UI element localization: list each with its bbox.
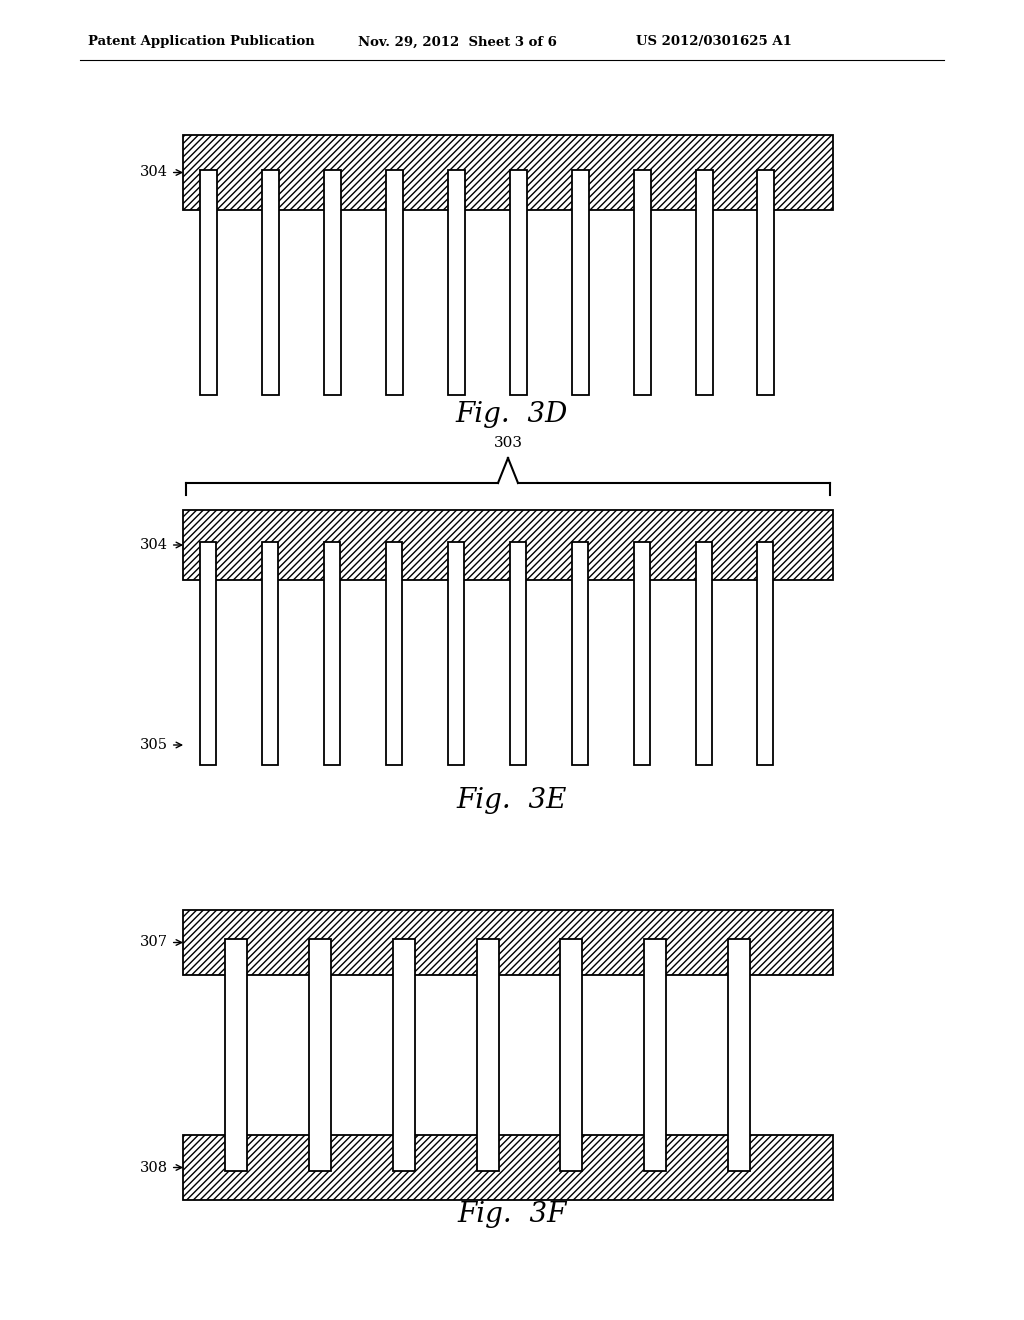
Bar bbox=[183, 510, 833, 579]
Bar bbox=[758, 170, 774, 395]
Bar bbox=[392, 940, 415, 1171]
Bar bbox=[183, 135, 833, 210]
Text: 303: 303 bbox=[494, 436, 522, 450]
Bar bbox=[634, 543, 649, 766]
Text: Fig.  3D: Fig. 3D bbox=[456, 401, 568, 429]
Text: Fig.  3E: Fig. 3E bbox=[457, 787, 567, 813]
Text: 304: 304 bbox=[140, 539, 181, 552]
Text: Patent Application Publication: Patent Application Publication bbox=[88, 36, 314, 49]
Bar bbox=[571, 543, 588, 766]
Bar bbox=[571, 170, 589, 395]
Bar bbox=[695, 543, 712, 766]
Bar bbox=[201, 170, 217, 395]
Bar bbox=[325, 543, 340, 766]
Bar bbox=[695, 170, 713, 395]
Text: Fig.  3F: Fig. 3F bbox=[458, 1201, 566, 1229]
Bar bbox=[560, 940, 583, 1171]
Text: 304: 304 bbox=[140, 165, 181, 180]
Bar bbox=[447, 543, 464, 766]
Bar bbox=[386, 543, 402, 766]
Text: 308: 308 bbox=[140, 1160, 181, 1175]
Text: 305: 305 bbox=[140, 738, 181, 752]
Bar bbox=[386, 170, 403, 395]
Bar bbox=[262, 543, 279, 766]
Text: US 2012/0301625 A1: US 2012/0301625 A1 bbox=[636, 36, 792, 49]
Bar bbox=[225, 940, 247, 1171]
Bar bbox=[510, 543, 526, 766]
Bar bbox=[309, 940, 331, 1171]
Bar bbox=[183, 909, 833, 975]
Bar bbox=[634, 170, 650, 395]
Bar bbox=[510, 170, 527, 395]
Bar bbox=[476, 940, 499, 1171]
Bar bbox=[183, 1135, 833, 1200]
Bar bbox=[644, 940, 667, 1171]
Text: Nov. 29, 2012  Sheet 3 of 6: Nov. 29, 2012 Sheet 3 of 6 bbox=[358, 36, 557, 49]
Text: 307: 307 bbox=[140, 936, 181, 949]
Bar bbox=[447, 170, 465, 395]
Bar bbox=[728, 940, 751, 1171]
Bar bbox=[262, 170, 280, 395]
Bar bbox=[325, 170, 341, 395]
Bar bbox=[201, 543, 216, 766]
Bar bbox=[758, 543, 773, 766]
